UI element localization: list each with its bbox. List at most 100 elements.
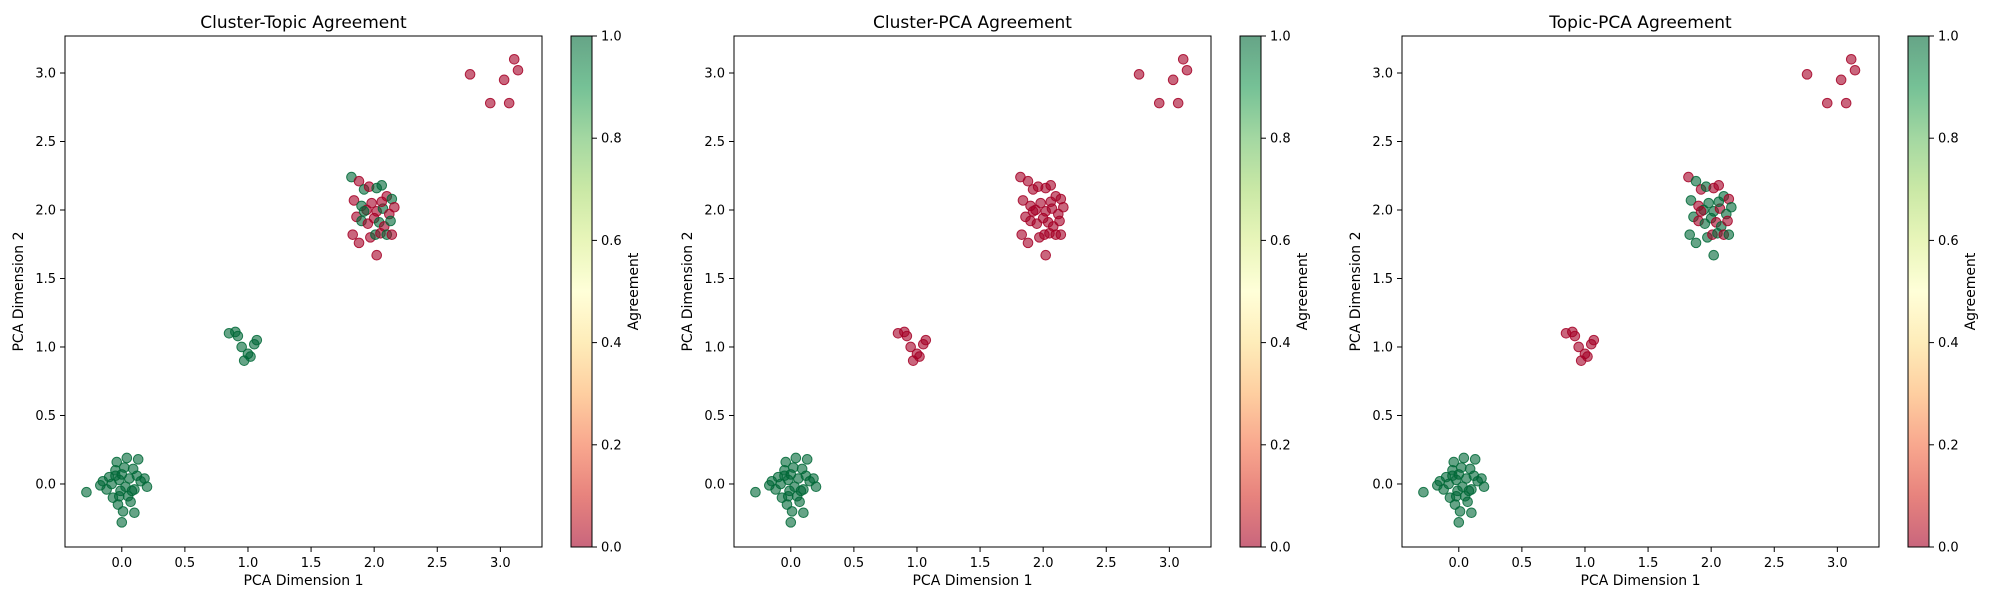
data-point — [1453, 517, 1465, 528]
plot-area — [64, 35, 543, 548]
scatter-points — [1418, 53, 1861, 528]
data-point — [347, 229, 359, 240]
data-point — [1840, 97, 1852, 109]
chart-title: Cluster-Topic Agreement — [200, 13, 407, 33]
colorbar-tick-label: 0.4 — [601, 336, 622, 351]
data-point — [798, 507, 809, 519]
x-tick-label: 2.5 — [427, 556, 448, 571]
x-tick-label: 2.5 — [1764, 556, 1785, 571]
colorbar-tick-label: 0.8 — [601, 132, 622, 147]
data-point — [508, 53, 520, 65]
colorbar-label: Agreement — [626, 252, 642, 330]
y-tick-label: 2.5 — [1372, 135, 1393, 150]
x-tick-label: 1.0 — [238, 556, 259, 571]
colorbar-tick-label: 0.8 — [1938, 132, 1959, 147]
colorbar-tick-label: 0.8 — [1270, 132, 1291, 147]
data-point — [376, 196, 388, 208]
chart-title: Topic-PCA Agreement — [1548, 13, 1732, 33]
data-point — [1573, 341, 1584, 353]
data-point — [1016, 229, 1028, 240]
data-point — [1708, 249, 1719, 261]
y-tick-label: 2.0 — [1372, 203, 1393, 218]
data-point — [1845, 53, 1857, 65]
data-point — [1022, 175, 1034, 187]
y-tick-label: 0.5 — [35, 409, 56, 424]
data-point — [385, 215, 396, 227]
y-tick-label: 3.0 — [1372, 66, 1393, 81]
panel-2: Cluster-PCA Agreement 0.0 0.5 1.0 1.5 2.0 2.5 3… — [680, 13, 1311, 589]
data-point — [116, 517, 128, 528]
data-point — [1133, 69, 1145, 80]
data-point — [1448, 456, 1460, 468]
y-axis-label: PCA Dimension 2 — [680, 231, 696, 351]
plot-area — [733, 35, 1212, 548]
data-point — [1035, 197, 1046, 209]
data-point — [1713, 196, 1725, 208]
y-axis-label: PCA Dimension 2 — [1348, 231, 1364, 351]
colorbar-tick-label: 0.2 — [601, 438, 622, 453]
colorbar-tick-label: 1.0 — [1270, 30, 1291, 45]
colorbar-tick-label: 0.2 — [1938, 438, 1959, 453]
x-tick-label: 1.0 — [907, 556, 928, 571]
data-point — [1447, 470, 1458, 482]
colorbar-tick-label: 0.6 — [601, 234, 622, 249]
data-point — [1835, 74, 1847, 86]
y-tick-label: 0.0 — [35, 477, 56, 492]
data-point — [1462, 496, 1473, 508]
data-point — [1456, 462, 1467, 473]
x-tick-label: 2.0 — [1701, 556, 1722, 571]
data-point — [1177, 53, 1189, 65]
data-point — [1167, 74, 1179, 86]
plot-area — [1401, 35, 1880, 548]
x-axis-label: PCA Dimension 1 — [243, 573, 363, 589]
colorbar-tick-label: 0.4 — [1938, 336, 1959, 351]
data-point — [141, 481, 153, 493]
data-point — [750, 486, 761, 498]
data-point — [371, 249, 382, 261]
data-point — [785, 517, 797, 528]
data-point — [1017, 195, 1029, 206]
data-point — [1463, 485, 1475, 497]
data-point — [1458, 452, 1470, 464]
colorbar-tick-label: 1.0 — [1938, 30, 1959, 45]
data-point — [1695, 206, 1707, 217]
data-point — [353, 237, 365, 249]
y-tick-label: 2.0 — [35, 203, 56, 218]
data-point — [810, 481, 822, 493]
data-point — [348, 195, 360, 206]
data-point — [1569, 330, 1581, 342]
data-point — [386, 229, 398, 240]
data-point — [132, 454, 144, 465]
x-tick-label: 2.0 — [364, 556, 385, 571]
data-point — [1690, 237, 1702, 249]
data-point — [1726, 201, 1737, 213]
y-tick-label: 1.0 — [704, 340, 725, 355]
y-tick-label: 0.0 — [1372, 477, 1393, 492]
data-point — [1466, 507, 1477, 519]
data-point — [795, 485, 807, 497]
data-point — [111, 456, 123, 468]
colorbar-gradient — [1907, 35, 1930, 548]
scatter-points — [81, 53, 524, 528]
data-point — [1690, 175, 1702, 187]
data-point — [358, 206, 370, 217]
data-point — [1058, 201, 1069, 213]
colorbar-gradient — [570, 35, 593, 548]
x-tick-label: 2.5 — [1096, 556, 1117, 571]
data-point — [1849, 64, 1861, 76]
data-point — [1685, 195, 1697, 206]
x-tick-label: 0.5 — [844, 556, 865, 571]
data-point — [1478, 481, 1490, 493]
x-tick-label: 1.5 — [970, 556, 991, 571]
data-point — [790, 452, 802, 464]
data-point — [117, 506, 129, 517]
x-axis-label: PCA Dimension 1 — [912, 573, 1032, 589]
data-point — [376, 180, 388, 191]
data-point — [780, 456, 792, 468]
colorbar: 0.0 0.2 0.4 0.6 0.8 1.0 Agreement — [1907, 30, 1979, 556]
x-tick-label: 0.0 — [780, 556, 801, 571]
data-point — [1713, 180, 1725, 191]
data-point — [498, 74, 510, 86]
x-tick-label: 2.0 — [1033, 556, 1054, 571]
colorbar-tick-label: 0.6 — [1270, 234, 1291, 249]
